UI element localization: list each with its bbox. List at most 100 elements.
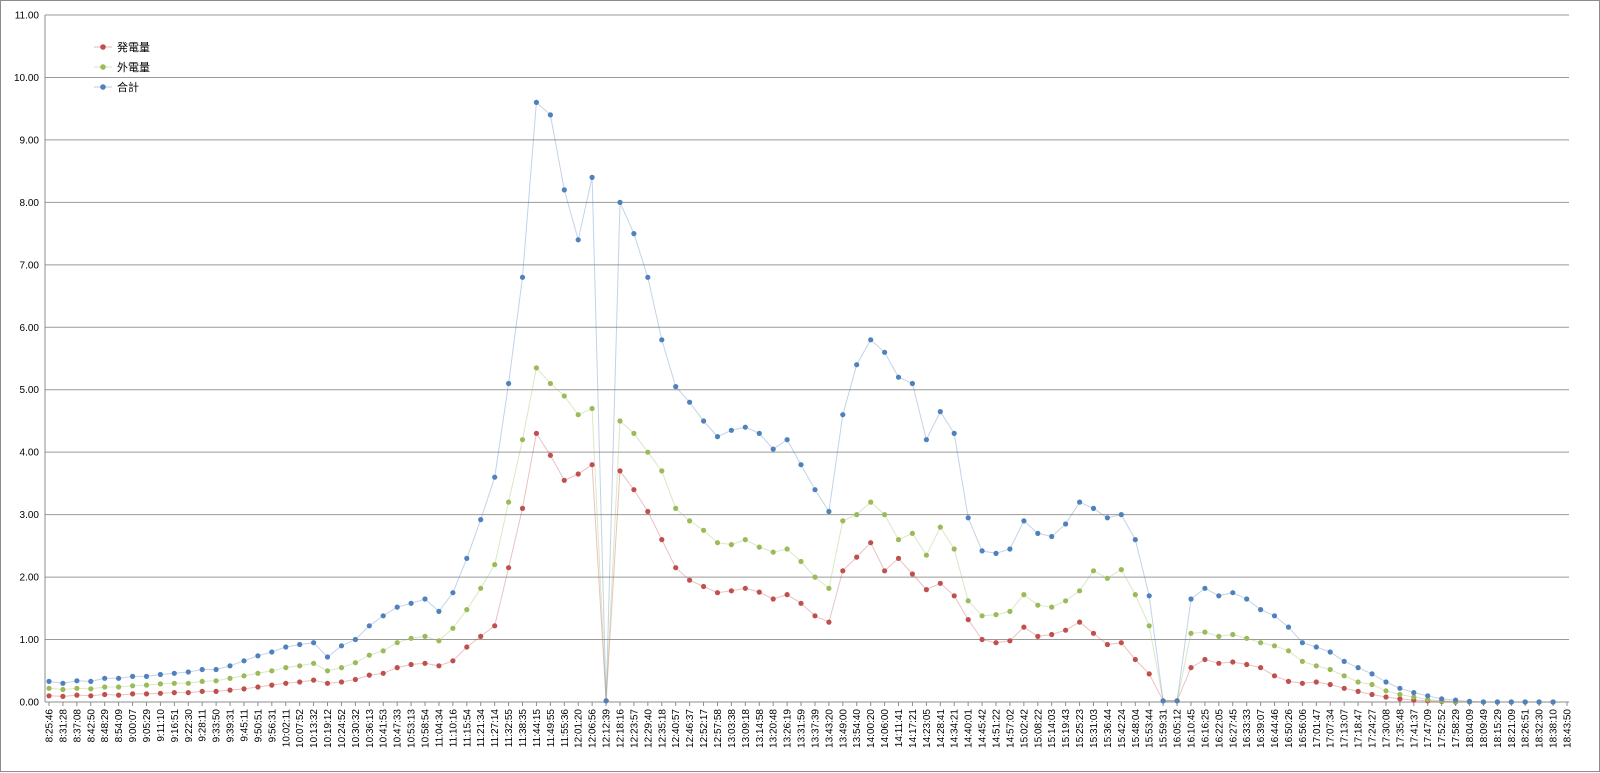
x-tick-label: 12:57:58	[713, 709, 724, 748]
data-point	[1369, 691, 1375, 698]
data-point	[1271, 613, 1278, 619]
x-tick-label: 13:54:40	[852, 709, 863, 748]
x-tick-label: 8:31:28	[58, 709, 69, 743]
data-point	[1341, 658, 1347, 665]
data-point	[1299, 680, 1305, 686]
data-point	[1021, 518, 1027, 524]
data-point	[380, 670, 386, 676]
data-point	[1258, 607, 1264, 613]
x-tick-label: 12:18:16	[615, 709, 626, 748]
x-tick-label: 15:02:42	[1019, 709, 1030, 748]
x-tick-label: 9:39:31	[226, 709, 237, 743]
data-point	[1202, 656, 1208, 663]
data-point	[1146, 593, 1152, 599]
x-tick-label: 17:35:48	[1395, 709, 1406, 748]
data-point	[380, 613, 386, 619]
data-point	[1118, 640, 1124, 646]
data-point	[589, 462, 595, 468]
data-point	[937, 409, 943, 415]
data-point	[74, 692, 80, 698]
data-point	[993, 550, 999, 557]
x-tick-label: 13:09:18	[741, 709, 752, 748]
data-point	[422, 660, 428, 666]
data-point	[784, 546, 790, 552]
x-tick-label: 16:39:07	[1256, 709, 1267, 748]
x-tick-label: 12:52:17	[699, 709, 710, 748]
data-point	[1230, 590, 1236, 596]
x-tick-label: 14:51:22	[992, 709, 1003, 748]
data-point	[631, 231, 637, 237]
data-point	[1355, 665, 1361, 671]
data-point	[130, 691, 136, 697]
data-point	[478, 633, 484, 640]
data-point	[283, 644, 289, 650]
data-point	[1508, 699, 1514, 705]
x-tick-label: 17:18:47	[1354, 709, 1365, 748]
x-tick-label: 11:32:55	[504, 709, 515, 748]
data-point	[213, 688, 219, 695]
data-point	[533, 430, 540, 436]
x-tick-label: 10:30:32	[351, 709, 362, 748]
data-point	[547, 452, 554, 458]
data-point	[478, 517, 484, 523]
data-point	[519, 437, 526, 443]
data-point	[798, 462, 804, 468]
data-point	[659, 537, 665, 543]
data-point	[1411, 690, 1417, 696]
x-tick-label: 8:54:09	[114, 709, 125, 743]
series-line	[48, 101, 1554, 703]
data-point	[895, 374, 902, 380]
data-point	[116, 692, 122, 698]
data-point	[297, 679, 303, 685]
data-point	[1104, 575, 1110, 581]
data-point	[478, 585, 484, 591]
x-tick-label: 18:09:49	[1479, 709, 1490, 748]
data-point	[1090, 630, 1097, 636]
data-point	[1007, 638, 1013, 644]
x-tick-label: 18:21:09	[1507, 709, 1518, 748]
x-tick-label: 12:46:37	[685, 709, 696, 748]
data-point	[1425, 696, 1431, 703]
data-point	[1271, 643, 1278, 649]
x-axis-ticks: 8:25:46 8:31:28 8:37:08 8:42:50 8:48:29 8:54:…	[45, 702, 1574, 748]
data-point	[366, 652, 372, 658]
data-point	[965, 598, 971, 604]
data-point	[311, 660, 317, 666]
x-tick-label: 8:25:46	[45, 709, 56, 743]
data-point	[645, 508, 651, 515]
data-point	[714, 590, 721, 596]
data-point	[143, 682, 150, 688]
data-point	[728, 542, 735, 548]
data-point	[1425, 693, 1431, 699]
y-tick-label: 9.00	[20, 135, 40, 146]
x-tick-label: 10:58:54	[421, 709, 432, 748]
x-tick-label: 10:53:13	[407, 709, 418, 748]
x-tick-label: 17:58:29	[1451, 709, 1462, 748]
data-point	[1244, 596, 1250, 602]
data-point	[756, 544, 762, 550]
data-point	[1174, 698, 1180, 704]
x-tick-label: 11:27:14	[490, 709, 501, 748]
data-point	[492, 623, 498, 629]
data-point	[951, 593, 957, 599]
x-tick-label: 18:15:29	[1493, 709, 1504, 748]
data-point	[1355, 688, 1361, 695]
data-point	[1049, 604, 1055, 610]
x-tick-label: 12:06:56	[588, 709, 599, 748]
data-point	[1258, 640, 1264, 646]
data-point	[909, 380, 916, 387]
data-point	[1188, 665, 1194, 671]
data-point	[102, 684, 108, 690]
data-point	[88, 693, 94, 699]
x-tick-label: 18:43:50	[1563, 709, 1574, 748]
series-line	[48, 432, 1554, 703]
series-3	[46, 99, 1556, 705]
data-point	[506, 380, 512, 387]
data-point	[1021, 592, 1027, 598]
x-tick-label: 8:37:08	[72, 709, 83, 743]
data-point	[1077, 588, 1083, 594]
data-point	[366, 672, 372, 678]
x-tick-label: 17:13:07	[1340, 709, 1351, 748]
x-tick-label: 15:19:43	[1061, 709, 1072, 748]
data-point	[1285, 678, 1292, 685]
